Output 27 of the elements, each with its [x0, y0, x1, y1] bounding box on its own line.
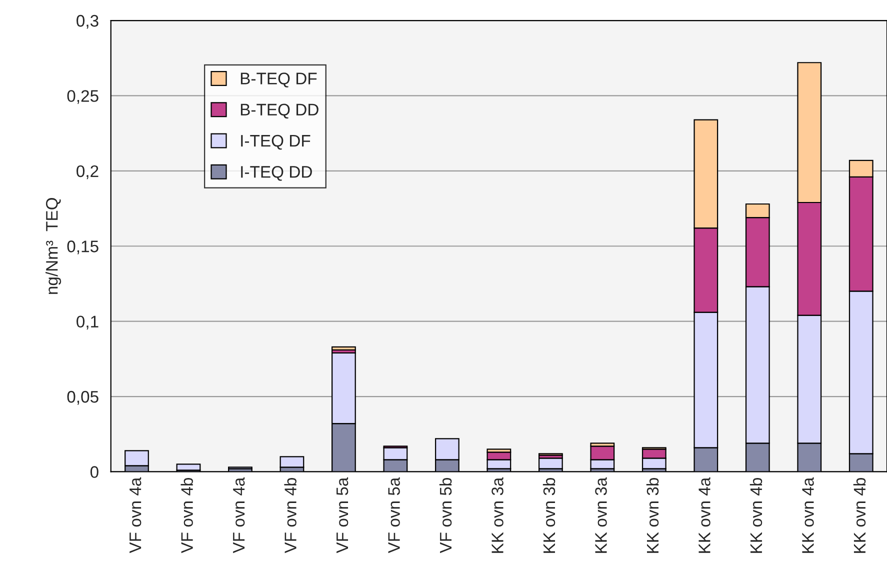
x-tick-label: KK ovn 3b [542, 478, 556, 553]
y-tick-label: 0,25 [67, 90, 98, 104]
x-tick-label: KK ovn 3a [492, 477, 504, 553]
x-tick-label: KK ovn 4b [853, 478, 866, 553]
x-tick-label: KK ovn 3b [646, 478, 659, 553]
y-axis-title: ng/Nm³ TEQ [46, 198, 62, 294]
y-tick-label: 0 [90, 466, 98, 478]
x-tick-label: KK ovn 3a [595, 477, 607, 553]
x-tick-label: VF ovn 5a [336, 477, 348, 554]
x-tick-label: VF ovn 4a [233, 477, 245, 554]
legend-label: I-TEQ DF [241, 134, 310, 150]
legend-label: B-TEQ DF [240, 72, 317, 88]
y-tick-label: 0,3 [76, 14, 98, 29]
x-tick-label: VF ovn 4b [180, 478, 193, 554]
legend-label: I-TEQ DD [241, 166, 312, 181]
x-tick-label: VF ovn 5a [388, 477, 400, 554]
x-tick-label: VF ovn 4b [284, 478, 296, 554]
y-tick-label: 0,2 [76, 165, 98, 180]
x-tick-label: KK ovn 4a [698, 477, 710, 553]
x-tick-label: VF ovn 5b [439, 478, 452, 554]
y-tick-label: 0,05 [67, 390, 98, 405]
y-tick-label: 0,1 [76, 316, 98, 330]
legend-label: B-TEQ DD [240, 104, 318, 119]
y-tick-label: 0,15 [67, 240, 98, 254]
x-tick-label: VF ovn 4a [130, 477, 142, 554]
x-tick-label: KK ovn 4a [802, 477, 814, 553]
x-tick-label: KK ovn 4b [750, 478, 762, 553]
